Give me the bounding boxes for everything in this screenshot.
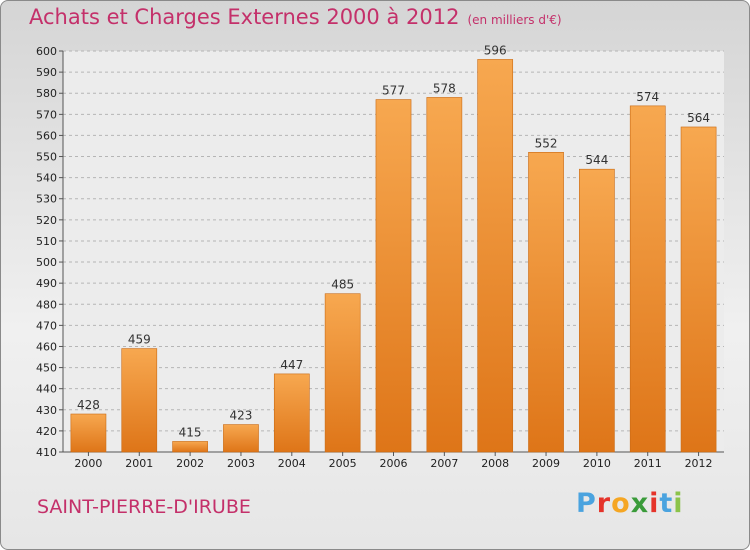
x-tick-label-2012: 2012 bbox=[685, 457, 713, 470]
data-label-2004: 447 bbox=[280, 358, 303, 372]
data-label-2011: 574 bbox=[636, 90, 659, 104]
y-tick-label: 460 bbox=[36, 340, 57, 353]
logo-letter: t bbox=[659, 488, 674, 519]
x-tick-label-2001: 2001 bbox=[125, 457, 153, 470]
y-tick-label: 550 bbox=[36, 151, 57, 164]
y-tick-label: 490 bbox=[36, 277, 57, 290]
data-label-2003: 423 bbox=[230, 409, 253, 423]
x-tick-label-2008: 2008 bbox=[481, 457, 509, 470]
data-label-2000: 428 bbox=[77, 398, 100, 412]
proxiti-logo: Proxiti bbox=[576, 488, 684, 519]
y-tick-label: 590 bbox=[36, 66, 57, 79]
logo-letter: r bbox=[596, 488, 612, 519]
y-tick-label: 540 bbox=[36, 172, 57, 185]
bar-2007 bbox=[426, 97, 463, 453]
logo-letter: P bbox=[576, 488, 597, 519]
x-tick-label-2000: 2000 bbox=[74, 457, 102, 470]
bar-2011 bbox=[629, 105, 666, 453]
x-tick-label-2005: 2005 bbox=[329, 457, 357, 470]
bar-2010 bbox=[579, 168, 615, 453]
logo-letter: x bbox=[630, 488, 650, 519]
x-tick-label-2002: 2002 bbox=[176, 457, 204, 470]
data-label-2001: 459 bbox=[128, 333, 151, 347]
data-label-2006: 577 bbox=[382, 84, 405, 98]
chart-subtitle: (en milliers d'€) bbox=[467, 13, 562, 27]
y-tick-label: 560 bbox=[36, 129, 57, 142]
y-tick-label: 600 bbox=[36, 45, 57, 58]
data-label-2007: 578 bbox=[433, 81, 456, 95]
data-label-2009: 552 bbox=[535, 136, 558, 150]
logo-letter: o bbox=[611, 488, 631, 519]
y-tick-label: 520 bbox=[36, 214, 57, 227]
x-tick-label-2006: 2006 bbox=[380, 457, 408, 470]
bar-2001 bbox=[121, 348, 158, 453]
y-tick-label: 480 bbox=[36, 298, 57, 311]
bar-2008 bbox=[477, 59, 514, 453]
y-tick-label: 440 bbox=[36, 383, 57, 396]
logo-letter: i bbox=[673, 488, 684, 519]
x-tick-label-2007: 2007 bbox=[430, 457, 458, 470]
x-tick-label-2003: 2003 bbox=[227, 457, 255, 470]
place-name: SAINT-PIERRE-D'IRUBE bbox=[37, 496, 251, 518]
data-label-2005: 485 bbox=[331, 278, 354, 292]
chart-title-main: Achats et Charges Externes 2000 à 2012 bbox=[29, 5, 460, 29]
x-tick-label-2004: 2004 bbox=[278, 457, 306, 470]
bar-2005 bbox=[324, 293, 361, 453]
bar-2006 bbox=[375, 99, 412, 453]
y-tick-label: 510 bbox=[36, 235, 57, 248]
bar-2000 bbox=[70, 413, 107, 453]
y-tick-label: 580 bbox=[36, 87, 57, 100]
bar-2009 bbox=[528, 152, 564, 453]
data-label-2012: 564 bbox=[687, 111, 710, 125]
y-tick-label: 450 bbox=[36, 362, 57, 375]
data-label-2010: 544 bbox=[585, 153, 608, 167]
chart-title: Achats et Charges Externes 2000 à 2012 (e… bbox=[29, 5, 562, 29]
logo-letter: i bbox=[649, 488, 660, 519]
y-tick-label: 500 bbox=[36, 256, 57, 269]
x-tick-label-2009: 2009 bbox=[532, 457, 560, 470]
y-tick-label: 570 bbox=[36, 108, 57, 121]
y-tick-label: 530 bbox=[36, 193, 57, 206]
bar-2004 bbox=[273, 373, 310, 453]
data-label-2008: 596 bbox=[484, 43, 507, 57]
y-tick-label: 410 bbox=[36, 446, 57, 459]
x-tick-label-2010: 2010 bbox=[583, 457, 611, 470]
bar-2002 bbox=[172, 441, 208, 453]
y-tick-label: 470 bbox=[36, 319, 57, 332]
y-tick-label: 430 bbox=[36, 404, 57, 417]
data-label-2002: 415 bbox=[179, 425, 202, 439]
bar-2012 bbox=[680, 126, 717, 453]
x-tick-label-2011: 2011 bbox=[634, 457, 662, 470]
bar-2003 bbox=[223, 424, 259, 453]
y-tick-label: 420 bbox=[36, 425, 57, 438]
